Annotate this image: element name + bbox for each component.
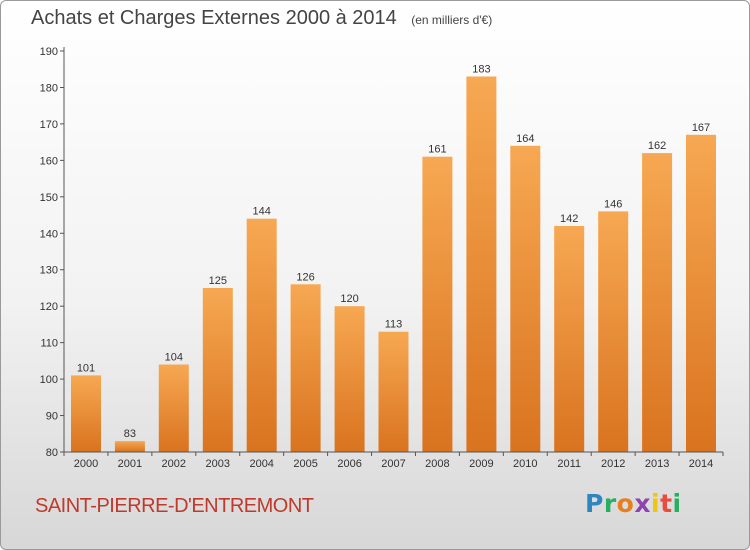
y-tick-label: 170 [40, 119, 58, 131]
y-tick-label: 120 [40, 301, 58, 313]
bar [466, 76, 497, 452]
bar-value-label: 125 [209, 275, 227, 287]
bar-value-label: 164 [516, 133, 534, 145]
x-tick-label: 2002 [162, 458, 186, 470]
bar [554, 226, 585, 452]
y-tick-label: 110 [40, 338, 58, 350]
bar [114, 441, 145, 452]
bar-value-label: 146 [604, 198, 622, 210]
city-name: SAINT-PIERRE-D'ENTREMONT [35, 495, 314, 517]
x-tick-label: 2000 [74, 458, 98, 470]
labels-group: 80 90 100 110 120 130 140 150 160 170 180 190 101 200… [40, 46, 714, 470]
x-tick-label: 2008 [425, 458, 449, 470]
chart-subtitle: (en milliers d'€) [411, 13, 493, 27]
y-tick-label: 100 [40, 374, 58, 386]
x-tick-label: 2005 [293, 458, 317, 470]
x-tick-label: 2011 [557, 458, 581, 470]
bar [334, 306, 365, 452]
bar [246, 218, 277, 452]
proxiti-logo: Proxiti [585, 489, 682, 518]
bar-value-label: 167 [692, 122, 710, 134]
bar [71, 375, 101, 452]
chart-title: Achats et Charges Externes 2000 à 2014 [31, 7, 397, 29]
bar-value-label: 104 [165, 352, 183, 364]
bar-value-label: 120 [340, 293, 358, 305]
x-tick-label: 2010 [513, 458, 537, 470]
bar [202, 288, 233, 452]
bar-value-label: 142 [560, 213, 578, 225]
bars-group [71, 76, 716, 453]
bar-value-label: 162 [648, 140, 666, 152]
bar [158, 364, 189, 452]
bar [422, 156, 453, 452]
bar-value-label: 183 [472, 64, 490, 76]
x-tick-label: 2003 [206, 458, 230, 470]
x-tick-label: 2013 [645, 458, 669, 470]
x-tick-label: 2001 [118, 458, 142, 470]
x-tick-label: 2004 [249, 458, 273, 470]
bar [378, 331, 409, 452]
y-tick-label: 80 [46, 447, 58, 459]
y-tick-label: 90 [46, 411, 58, 423]
bar-value-label: 83 [124, 428, 136, 440]
bar-value-label: 144 [253, 206, 271, 218]
x-tick-label: 2009 [469, 458, 493, 470]
y-tick-label: 140 [40, 228, 58, 240]
x-tick-label: 2014 [689, 458, 713, 470]
axes-group [60, 47, 724, 456]
bar-value-label: 101 [77, 362, 95, 374]
y-tick-label: 180 [40, 82, 58, 94]
bar [642, 153, 673, 452]
bar [598, 211, 629, 452]
bar [290, 284, 321, 452]
bar [510, 145, 541, 453]
y-tick-label: 130 [40, 265, 58, 277]
y-tick-label: 160 [40, 155, 58, 167]
y-tick-label: 150 [40, 192, 58, 204]
x-tick-label: 2012 [601, 458, 625, 470]
title-row: Achats et Charges Externes 2000 à 2014 (… [31, 7, 492, 30]
x-tick-label: 2006 [337, 458, 361, 470]
y-tick-label: 190 [40, 46, 58, 58]
bar-value-label: 126 [296, 271, 314, 283]
x-tick-label: 2007 [381, 458, 405, 470]
bar-value-label: 161 [428, 144, 446, 156]
bar-value-label: 113 [385, 319, 403, 331]
bar [686, 134, 716, 453]
